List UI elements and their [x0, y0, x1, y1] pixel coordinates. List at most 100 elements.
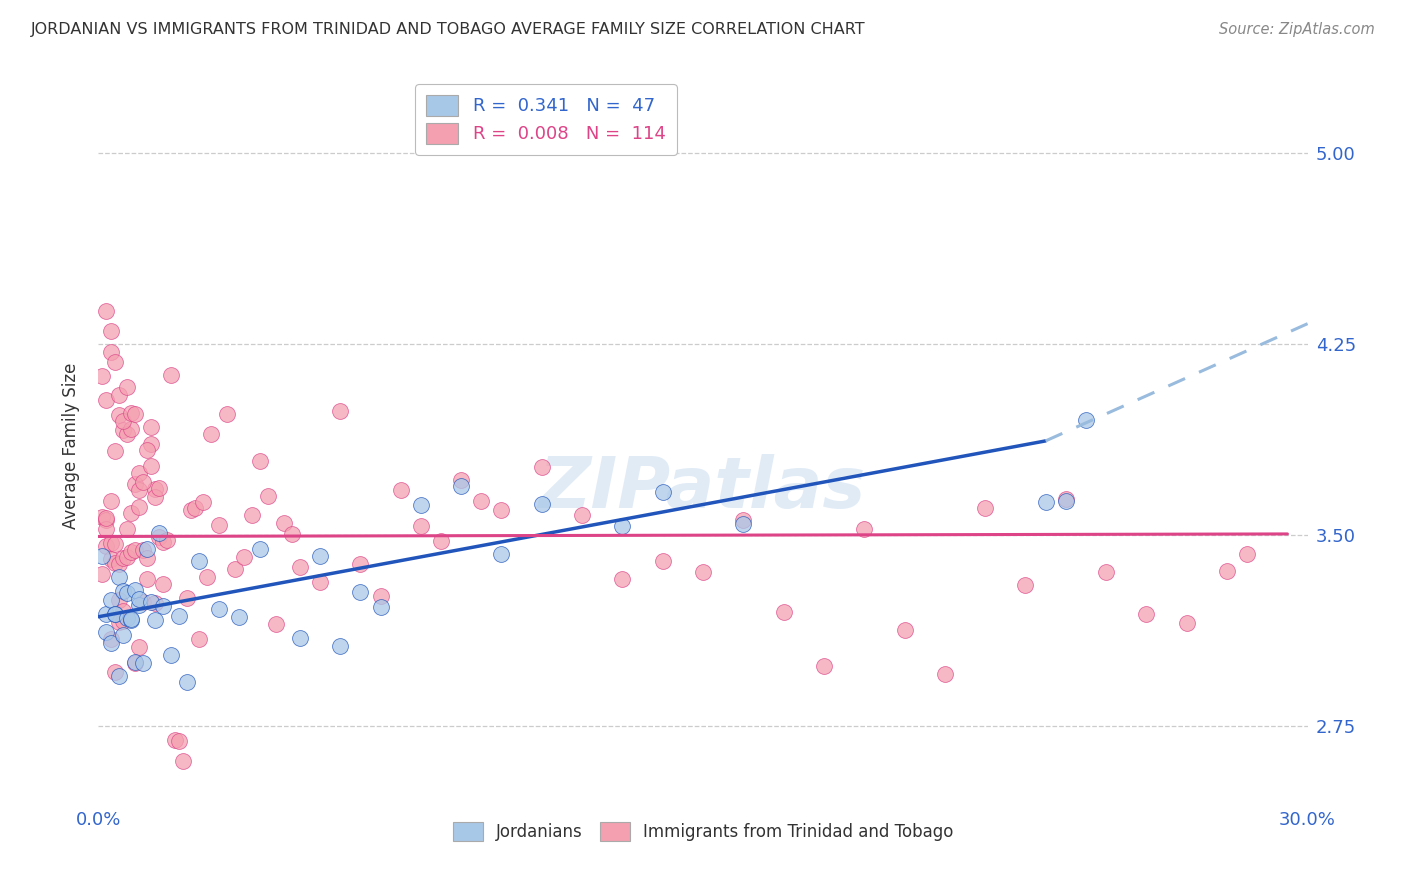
Point [91, 566, 114, 581]
Point [132, 543, 155, 558]
Point [107, 408, 129, 422]
Point [772, 605, 794, 619]
Point [135, 550, 157, 565]
Point [370, 589, 392, 603]
Point [163, 733, 186, 747]
Point [208, 518, 231, 533]
Point [124, 477, 146, 491]
Point [103, 607, 125, 621]
Point [120, 422, 142, 436]
Point [571, 508, 593, 523]
Point [96, 392, 118, 407]
Point [100, 593, 122, 607]
Point [111, 583, 134, 598]
Point [135, 572, 157, 586]
Point [124, 657, 146, 671]
Point [111, 627, 134, 641]
Point [139, 437, 162, 451]
Text: Source: ZipAtlas.com: Source: ZipAtlas.com [1219, 22, 1375, 37]
Point [184, 501, 207, 516]
Point [107, 557, 129, 571]
Point [430, 534, 453, 549]
Point [281, 527, 304, 541]
Point [813, 658, 835, 673]
Point [733, 513, 755, 527]
Point [1074, 413, 1097, 427]
Point [111, 550, 134, 565]
Point [115, 586, 138, 600]
Point [208, 602, 231, 616]
Point [111, 413, 134, 427]
Point [96, 511, 118, 525]
Point [1236, 547, 1258, 561]
Point [107, 593, 129, 607]
Point [103, 536, 125, 550]
Point [132, 656, 155, 670]
Point [167, 733, 190, 747]
Point [143, 490, 166, 504]
Point [240, 508, 263, 522]
Point [100, 344, 122, 359]
Y-axis label: Average Family Size: Average Family Size [62, 363, 80, 529]
Point [135, 443, 157, 458]
Point [91, 549, 114, 563]
Point [143, 482, 166, 496]
Point [152, 577, 174, 591]
Point [176, 675, 198, 690]
Point [188, 553, 211, 567]
Point [120, 612, 142, 626]
Point [450, 473, 472, 487]
Point [309, 575, 332, 590]
Point [132, 595, 155, 609]
Point [132, 475, 155, 490]
Point [733, 516, 755, 531]
Point [148, 481, 170, 495]
Point [148, 526, 170, 541]
Point [120, 613, 142, 627]
Point [128, 598, 150, 612]
Point [195, 570, 218, 584]
Point [264, 617, 287, 632]
Point [160, 648, 183, 662]
Point [612, 519, 634, 533]
Point [1095, 565, 1118, 579]
Point [103, 607, 125, 621]
Point [91, 510, 114, 524]
Point [128, 483, 150, 497]
Point [148, 530, 170, 544]
Point [228, 610, 250, 624]
Point [273, 516, 295, 530]
Point [107, 668, 129, 682]
Point [176, 591, 198, 605]
Point [409, 519, 432, 533]
Point [450, 479, 472, 493]
Point [288, 632, 311, 646]
Point [139, 459, 162, 474]
Point [128, 500, 150, 514]
Point [115, 610, 138, 624]
Point [96, 522, 118, 536]
Point [100, 324, 122, 338]
Point [329, 639, 352, 653]
Point [96, 304, 118, 318]
Point [224, 562, 246, 576]
Point [124, 583, 146, 598]
Point [139, 420, 162, 434]
Point [124, 543, 146, 558]
Point [349, 557, 371, 571]
Point [389, 483, 412, 498]
Text: JORDANIAN VS IMMIGRANTS FROM TRINIDAD AND TOBAGO AVERAGE FAMILY SIZE CORRELATION: JORDANIAN VS IMMIGRANTS FROM TRINIDAD AN… [31, 22, 866, 37]
Point [103, 355, 125, 369]
Point [692, 566, 714, 580]
Point [1216, 564, 1239, 578]
Point [115, 549, 138, 564]
Point [329, 404, 352, 418]
Legend: Jordanians, Immigrants from Trinidad and Tobago: Jordanians, Immigrants from Trinidad and… [446, 815, 960, 848]
Point [200, 427, 222, 442]
Text: ZIPatlas: ZIPatlas [540, 454, 866, 524]
Point [120, 544, 142, 558]
Point [167, 609, 190, 624]
Point [152, 534, 174, 549]
Point [651, 484, 673, 499]
Point [96, 512, 118, 526]
